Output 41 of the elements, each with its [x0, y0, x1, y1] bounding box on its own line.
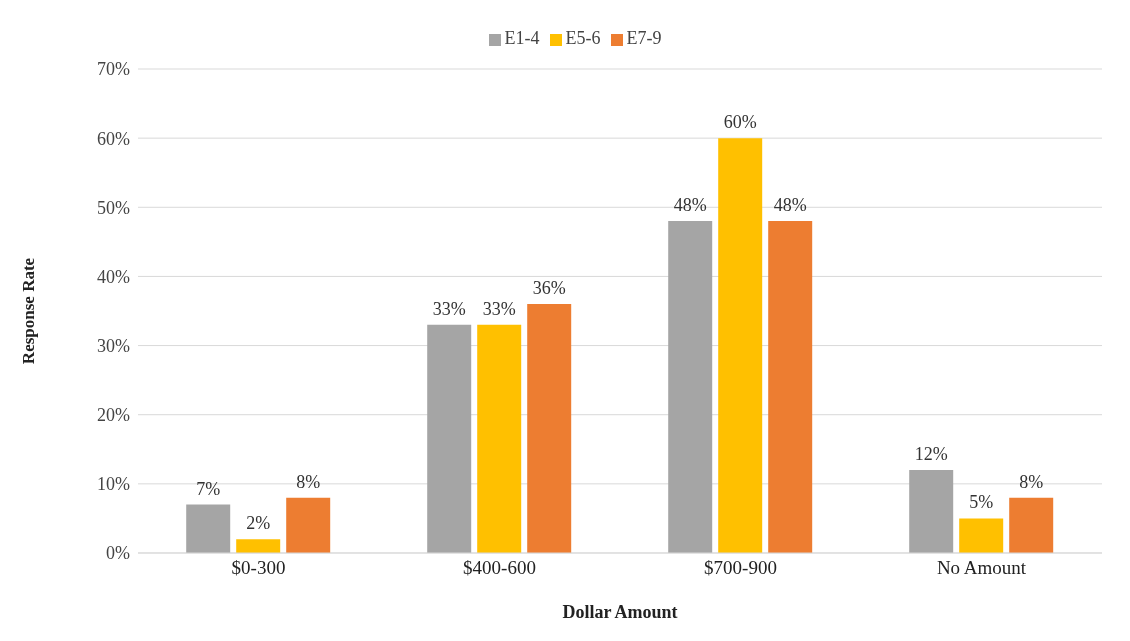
data-label: 33%	[432, 298, 466, 319]
data-label: 5%	[969, 492, 994, 513]
y-tick-label: 70%	[97, 59, 130, 80]
bar	[668, 221, 713, 553]
x-tick-label: $0-300	[231, 557, 286, 579]
x-axis-title: Dollar Amount	[562, 602, 678, 622]
bar	[1009, 497, 1054, 553]
bar	[286, 497, 331, 553]
y-tick-label: 40%	[97, 266, 130, 287]
bar	[477, 324, 522, 553]
data-label: 7%	[196, 478, 221, 499]
data-label: 48%	[773, 195, 807, 216]
data-label: 8%	[1019, 471, 1044, 492]
y-tick-label: 30%	[97, 335, 130, 356]
bar	[909, 470, 954, 553]
bar	[959, 518, 1004, 553]
bar	[527, 304, 572, 553]
data-label: 60%	[723, 112, 757, 133]
data-label: 12%	[914, 444, 948, 465]
bar	[718, 138, 763, 553]
x-tick-label: $700-900	[704, 557, 777, 579]
data-label: 2%	[246, 513, 271, 534]
bar	[186, 504, 231, 553]
legend-label: E1-4	[504, 28, 540, 48]
y-tick-label: 60%	[97, 128, 130, 149]
legend-label: E7-9	[626, 28, 662, 48]
y-tick-label: 0%	[106, 543, 130, 564]
data-label: 36%	[532, 278, 566, 299]
x-tick-label: No Amount	[936, 557, 1027, 579]
legend-label: E5-6	[565, 28, 601, 48]
y-tick-label: 50%	[97, 197, 130, 218]
y-tick-label: 20%	[97, 405, 130, 426]
x-tick-label: $400-600	[463, 557, 536, 579]
data-label: 8%	[296, 471, 321, 492]
bar	[768, 221, 813, 553]
y-axis-title: Response Rate	[19, 257, 39, 365]
data-label: 48%	[673, 195, 707, 216]
data-label: 33%	[482, 298, 516, 319]
bar	[236, 539, 281, 553]
bar	[427, 324, 472, 553]
y-tick-label: 10%	[97, 474, 130, 495]
